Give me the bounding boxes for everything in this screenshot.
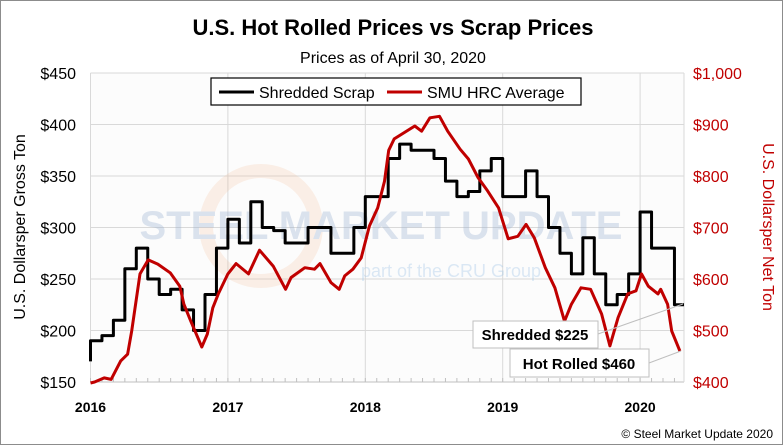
- y-tick-label-left: $450: [40, 66, 76, 83]
- watermark-subtext: part of the CRU Group: [361, 261, 541, 281]
- y-tick-label-left: $300: [40, 221, 76, 238]
- y-tick-label-left: $200: [40, 324, 76, 341]
- watermark-text: STEEL MARKET UPDATE: [140, 204, 623, 248]
- legend: Shredded Scrap SMU HRC Average: [210, 77, 582, 106]
- y-axis-label-left: U.S. Dollarsper Gross Ton: [12, 134, 29, 320]
- series-group: [89, 114, 684, 385]
- y-tick-label-right: $400: [693, 375, 729, 392]
- y-tick-label-right: $700: [693, 221, 729, 238]
- annotation-leader-hrc: [648, 350, 682, 364]
- axes: $150 $400 $200 $500 $250 $600 $300 $700 $350 $800…: [40, 66, 742, 415]
- y-tick-label-right: $1,000: [693, 66, 742, 83]
- legend-label-scrap: Shredded Scrap: [259, 85, 375, 102]
- chart-title: U.S. Hot Rolled Prices vs Scrap Prices: [192, 15, 593, 40]
- annotation-box-scrap: [472, 320, 599, 349]
- annotation-box-hrc: [509, 348, 650, 378]
- annotations: Shredded $225 Hot Rolled $460: [472, 303, 684, 378]
- y-tick-label-right: $800: [693, 169, 729, 186]
- x-tick-label: 2017: [212, 399, 243, 415]
- annotation-leader-scrap: [597, 303, 684, 335]
- x-tick-label: 2016: [75, 399, 106, 415]
- legend-label-hrc: SMU HRC Average: [427, 85, 565, 102]
- x-tick-label: 2019: [487, 399, 518, 415]
- copyright: © Steel Market Update 2020: [621, 427, 773, 441]
- x-tick-label: 2018: [350, 399, 381, 415]
- annotation-scrap: Shredded $225: [482, 327, 589, 344]
- y-tick-label-right: $600: [693, 272, 729, 289]
- y-tick-label-left: $400: [40, 118, 76, 135]
- y-tick-label-left: $350: [40, 169, 76, 186]
- x-tick-label: 2020: [625, 399, 656, 415]
- y-tick-label-left: $150: [40, 375, 76, 392]
- annotation-hrc: Hot Rolled $460: [523, 356, 636, 373]
- chart-subtitle: Prices as of April 30, 2020: [300, 50, 486, 67]
- series-line-smu-hrc-average: [90, 114, 682, 385]
- y-axis-label-right: U.S. Dollarsper Net Ton: [759, 143, 776, 311]
- y-tick-label-right: $900: [693, 118, 729, 135]
- y-tick-label-right: $500: [693, 324, 729, 341]
- y-tick-label-left: $250: [40, 272, 76, 289]
